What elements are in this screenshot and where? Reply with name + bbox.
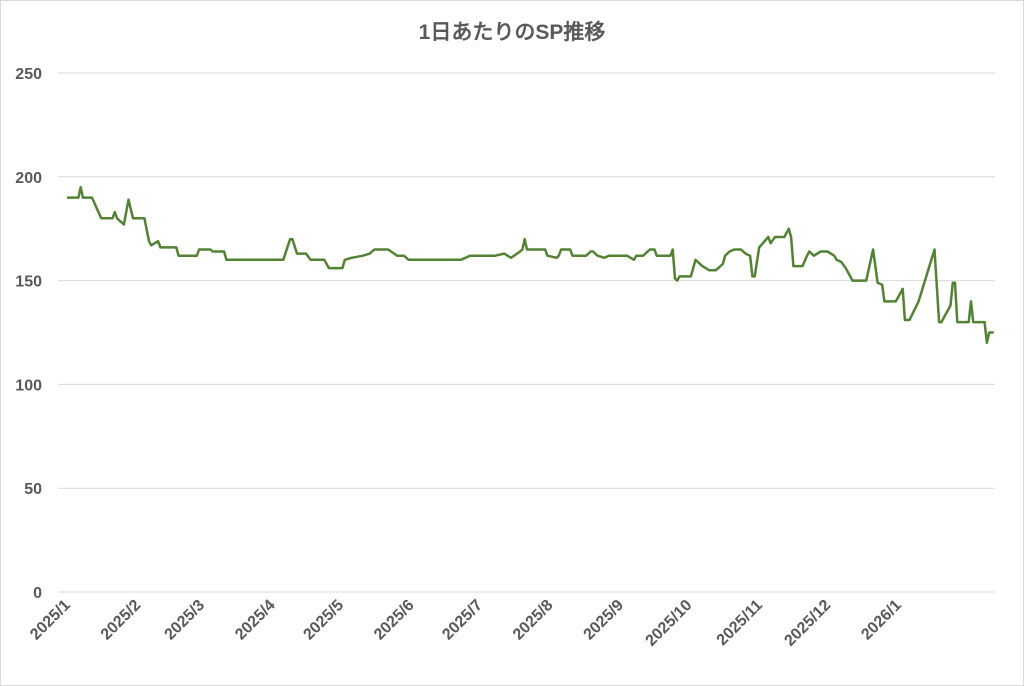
series-line <box>67 185 994 345</box>
y-tick-label: 150 <box>15 274 42 291</box>
y-axis-ticks: 0 50 100 150 200 250 <box>15 66 42 602</box>
y-tick-label: 250 <box>15 66 42 83</box>
y-tick-label: 100 <box>15 377 42 394</box>
x-tick-label: 2025/11 <box>714 597 766 649</box>
gridlines <box>58 72 995 593</box>
x-axis-ticks: 2025/1 2025/2 2025/3 2025/4 2025/5 2025/6 2025… <box>27 597 905 650</box>
series-group <box>66 185 994 345</box>
x-tick-label: 2025/6 <box>371 597 418 644</box>
x-tick-label: 2025/4 <box>232 597 279 644</box>
x-tick-label: 2025/3 <box>162 597 209 644</box>
x-tick-label: 2025/2 <box>98 597 145 644</box>
x-tick-label: 2025/5 <box>300 597 347 644</box>
x-tick-label: 2025/7 <box>439 597 486 644</box>
y-tick-label: 50 <box>24 481 42 498</box>
x-tick-label: 2025/12 <box>781 597 834 650</box>
x-tick-label: 2025/10 <box>643 597 696 650</box>
y-tick-label: 0 <box>33 585 42 602</box>
y-tick-label: 200 <box>15 170 42 187</box>
x-tick-label: 2025/1 <box>27 597 74 644</box>
x-tick-label: 2026/1 <box>858 597 905 644</box>
x-tick-label: 2025/8 <box>510 597 557 644</box>
x-tick-label: 2025/9 <box>581 597 628 644</box>
chart-title: 1日あたりのSP推移 <box>418 21 606 44</box>
